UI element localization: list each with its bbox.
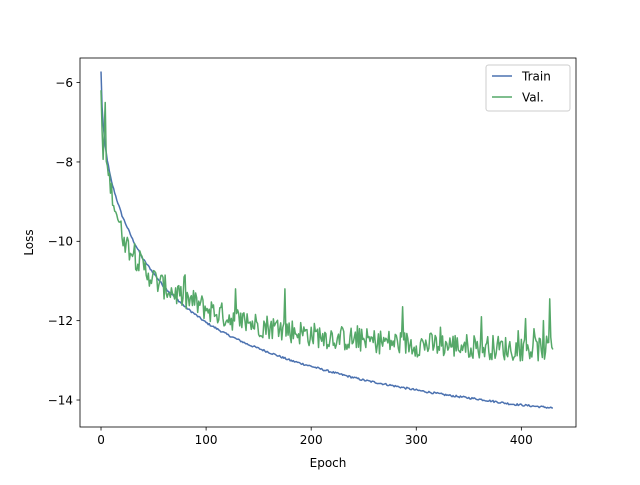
x-axis-ticks: 0 100 200 300 400 — [97, 427, 533, 447]
y-tick-label: −10 — [48, 235, 73, 249]
x-tick-label: 300 — [405, 433, 428, 447]
y-tick-label: −6 — [55, 76, 73, 90]
x-tick-label: 400 — [510, 433, 533, 447]
y-tick-label: −14 — [48, 393, 73, 407]
y-tick-label: −12 — [48, 314, 73, 328]
legend-entry-label: Val. — [522, 90, 544, 104]
y-tick-label: −8 — [55, 155, 73, 169]
x-tick-label: 200 — [300, 433, 323, 447]
x-axis-label: Epoch — [310, 456, 347, 470]
series-layer — [100, 71, 554, 409]
y-axis-ticks: −6 −8 −10 −12 −14 — [48, 76, 80, 407]
x-tick-label: 0 — [97, 433, 105, 447]
series-line-val — [100, 90, 554, 362]
axes-frame — [79, 57, 577, 428]
legend: Train Val. — [485, 64, 571, 112]
legend-entry-label: Train — [521, 69, 551, 83]
x-tick-label: 100 — [195, 433, 218, 447]
y-axis-label: Loss — [22, 229, 36, 255]
